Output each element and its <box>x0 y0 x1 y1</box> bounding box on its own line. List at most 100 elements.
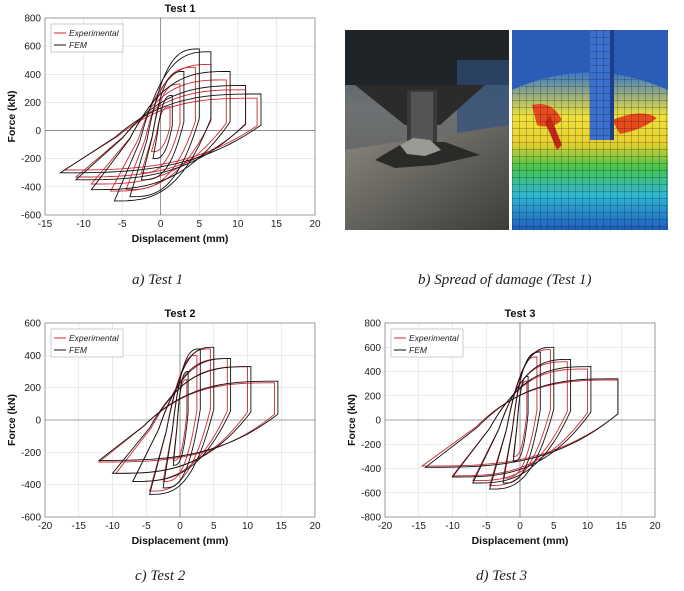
x-tick-label: -5 <box>142 521 151 532</box>
fem-loop-3 <box>149 346 215 495</box>
y-tick-label: -400 <box>361 464 381 475</box>
x-tick-label: 10 <box>582 521 594 532</box>
y-tick-label: -800 <box>361 513 381 524</box>
y-axis-label: Force (kN) <box>6 91 18 143</box>
fem-contour <box>512 30 668 230</box>
legend-label-fem: FEM <box>409 345 428 355</box>
damage-photo <box>345 30 509 230</box>
legend-box <box>50 23 124 53</box>
chart-test-3: -20 -15 -10 -5 0 5 10 15 20 -800 -600 -400 -200 0 200 4… <box>346 308 661 547</box>
experimental-loop-4 <box>109 63 212 192</box>
plot-frame <box>44 17 316 216</box>
series-group <box>420 346 619 490</box>
fem-loop-2 <box>502 351 541 484</box>
series-group <box>97 346 279 495</box>
caption-c: c) Test 2 <box>135 568 186 584</box>
y-tick-label: 400 <box>364 367 381 378</box>
x-tick-label: 20 <box>649 521 661 532</box>
fem-loop-6 <box>74 85 247 181</box>
x-tick-label: -5 <box>482 521 491 532</box>
fem-loop-1 <box>512 375 529 462</box>
y-tick-label: 400 <box>24 351 41 362</box>
fem-loop-5 <box>90 71 231 191</box>
y-tick-label: 0 <box>375 416 381 427</box>
x-tick-label: -15 <box>72 521 87 532</box>
x-tick-label: -10 <box>76 219 91 230</box>
experimental-loop-7 <box>62 97 258 171</box>
legend-label-experimental: Experimental <box>409 333 460 343</box>
x-tick-label: -5 <box>118 219 127 230</box>
x-tick-label: 10 <box>232 219 244 230</box>
fem-loop-5 <box>451 366 592 478</box>
y-axis-label: Force (kN) <box>346 394 358 446</box>
fem-loop-7 <box>58 93 262 174</box>
x-axis-label: Displacement (mm) <box>132 535 229 547</box>
y-axis-label: Force (kN) <box>6 394 18 446</box>
y-tick-label: -200 <box>361 440 381 451</box>
experimental-loop-6 <box>97 382 275 463</box>
y-tick-label: 800 <box>24 14 41 25</box>
specimen-photo-image <box>345 30 509 230</box>
y-tick-label: 200 <box>364 391 381 402</box>
experimental-loop-5 <box>90 79 227 185</box>
y-tick-label: 200 <box>24 98 41 109</box>
x-tick-label: -15 <box>412 521 427 532</box>
y-tick-label: -600 <box>21 513 41 524</box>
x-tick-label: 15 <box>276 521 288 532</box>
experimental-loop-1 <box>150 106 171 153</box>
y-tick-label: 400 <box>24 70 41 81</box>
x-tick-label: -20 <box>378 521 393 532</box>
fem-loop-4 <box>113 51 212 202</box>
chart-title: Test 1 <box>165 3 196 15</box>
x-axis-label: Displacement (mm) <box>472 535 569 547</box>
y-tick-label: -600 <box>361 488 381 499</box>
y-tick-label: -200 <box>21 154 41 165</box>
caption-d: d) Test 3 <box>476 568 528 584</box>
x-tick-label: 0 <box>158 219 164 230</box>
y-tick-label: 200 <box>24 383 41 394</box>
legend-label-experimental: Experimental <box>69 28 120 38</box>
y-tick-label: -400 <box>21 480 41 491</box>
x-tick-label: 15 <box>616 521 628 532</box>
y-tick-label: -400 <box>21 182 41 193</box>
x-tick-label: -10 <box>445 521 460 532</box>
x-tick-label: 0 <box>517 521 523 532</box>
y-tick-label: -200 <box>21 448 41 459</box>
fem-loop-3 <box>489 346 555 490</box>
y-tick-label: 600 <box>24 42 41 53</box>
x-tick-label: -10 <box>105 521 120 532</box>
series-group <box>58 48 262 202</box>
x-tick-label: 5 <box>197 219 203 230</box>
x-tick-label: -15 <box>38 219 53 230</box>
chart-test-2: -20 -15 -10 -5 0 5 10 15 20 -600 -400 -200 0 200 400 60… <box>6 308 321 547</box>
y-tick-label: 600 <box>364 343 381 354</box>
fem-loop-6 <box>97 380 279 461</box>
x-tick-label: 10 <box>242 521 254 532</box>
x-tick-label: 15 <box>271 219 283 230</box>
caption-b: b) Spread of damage (Test 1) <box>418 272 592 288</box>
y-tick-label: 600 <box>24 319 41 330</box>
chart-title: Test 2 <box>165 308 196 320</box>
x-tick-label: 0 <box>177 521 183 532</box>
x-tick-label: -20 <box>38 521 53 532</box>
x-tick-label: 5 <box>551 521 557 532</box>
fem-loop-1 <box>152 94 173 160</box>
y-tick-label: 0 <box>35 416 41 427</box>
x-tick-label: 20 <box>309 219 321 230</box>
fem-loop-2 <box>140 71 185 181</box>
legend-label-fem: FEM <box>69 345 88 355</box>
fem-loop-4 <box>472 358 572 484</box>
x-tick-label: 5 <box>211 521 217 532</box>
y-tick-label: -600 <box>21 211 41 222</box>
legend-box <box>50 328 124 358</box>
fem-contour-image <box>512 30 668 230</box>
experimental-loop-2 <box>140 83 181 174</box>
legend-box <box>390 328 464 358</box>
x-tick-label: 20 <box>309 521 321 532</box>
y-tick-label: 800 <box>364 319 381 330</box>
chart-test-1: -15 -10 -5 0 5 10 15 20 -600 -400 -200 0 200 400 600 80… <box>6 3 321 245</box>
fem-loop-5 <box>111 366 252 474</box>
caption-a: a) Test 1 <box>132 272 184 288</box>
chart-title: Test 3 <box>505 308 536 320</box>
legend-label-experimental: Experimental <box>69 333 120 343</box>
